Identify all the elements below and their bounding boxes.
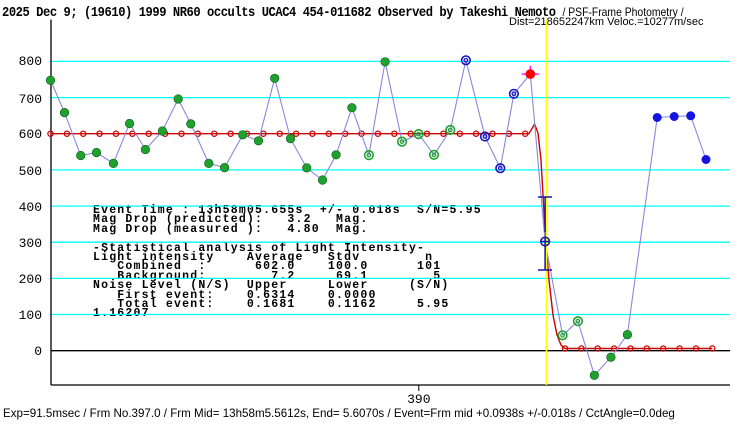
svg-text:200: 200 (19, 272, 42, 287)
svg-text:600: 600 (19, 127, 42, 142)
svg-text:390: 390 (407, 392, 430, 407)
svg-text:800: 800 (19, 54, 42, 69)
svg-text:100: 100 (19, 308, 42, 323)
svg-text:700: 700 (19, 92, 42, 107)
svg-text:300: 300 (19, 236, 42, 251)
svg-text:400: 400 (19, 200, 42, 215)
svg-text:0: 0 (34, 344, 42, 359)
svg-text:500: 500 (19, 164, 42, 179)
